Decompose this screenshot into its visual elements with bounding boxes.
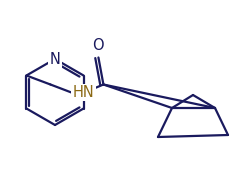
Text: HN: HN [72, 85, 94, 100]
Text: O: O [92, 38, 104, 54]
Text: N: N [49, 52, 60, 66]
